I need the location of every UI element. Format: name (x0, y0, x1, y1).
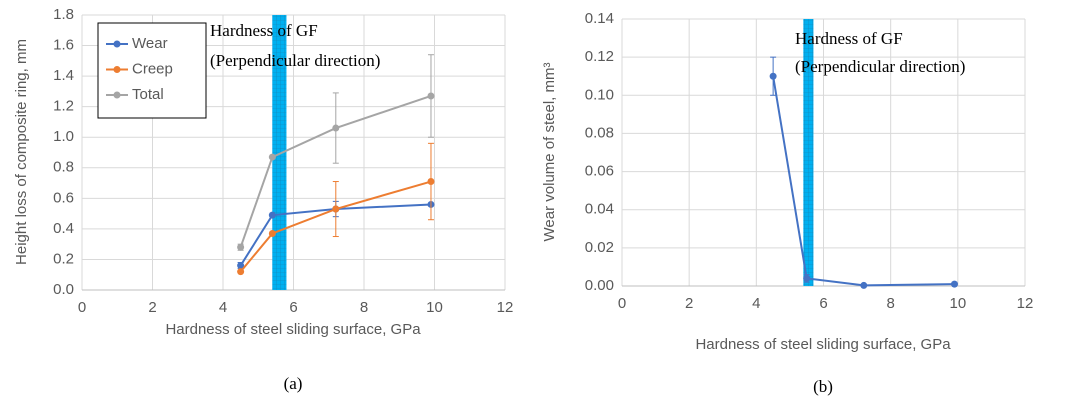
caption: (a) (284, 374, 303, 393)
x-tick-label: 4 (219, 299, 227, 316)
x-axis-label: Hardness of steel sliding surface, GPa (695, 336, 951, 353)
x-tick-label: 8 (360, 299, 368, 316)
point (268, 229, 276, 237)
legend-label: Creep (132, 60, 173, 77)
point (950, 280, 958, 288)
series-line (239, 180, 432, 273)
legend-label: Total (132, 86, 164, 103)
x-tick-label: 6 (289, 299, 297, 316)
y-tick-label: 0.2 (53, 250, 74, 267)
y-tick-label: 0.08 (585, 124, 614, 141)
y-axis-label: Height loss of composite ring, mm (13, 39, 30, 265)
y-tick-label: 0.14 (585, 10, 614, 27)
series-line (239, 95, 432, 248)
x-tick-label: 6 (819, 295, 827, 312)
series-line (772, 76, 955, 287)
y-tick-label: 0.02 (585, 239, 614, 256)
point (237, 268, 245, 276)
point (427, 178, 435, 186)
band-hatch (803, 19, 814, 286)
x-axis-label: Hardness of steel sliding surface, GPa (165, 321, 421, 338)
y-tick-label: 0.12 (585, 48, 614, 65)
y-tick-label: 1.2 (53, 98, 74, 115)
x-tick-label: 8 (886, 295, 894, 312)
y-tick-label: 1.0 (53, 128, 74, 145)
point (237, 262, 245, 270)
y-tick-label: 1.6 (53, 37, 74, 54)
legend-label: Wear (132, 35, 168, 52)
y-tick-label: 0.0 (53, 281, 74, 298)
caption: (b) (813, 377, 833, 396)
point (237, 243, 245, 251)
y-tick-label: 0.6 (53, 189, 74, 206)
x-tick-label: 2 (685, 295, 693, 312)
y-tick-label: 1.8 (53, 6, 74, 23)
legend-marker (113, 40, 121, 48)
point (332, 124, 340, 132)
y-tick-label: 0.00 (585, 277, 614, 294)
y-tick-label: 0.06 (585, 163, 614, 180)
x-tick-label: 12 (1017, 295, 1034, 312)
x-tick-label: 0 (618, 295, 626, 312)
point (860, 281, 868, 289)
point (268, 211, 276, 219)
x-tick-label: 12 (497, 299, 514, 316)
y-tick-label: 0.04 (585, 201, 614, 218)
y-tick-label: 0.4 (53, 220, 74, 237)
point (769, 72, 777, 80)
series-line (239, 203, 432, 267)
x-tick-label: 4 (752, 295, 760, 312)
y-tick-label: 1.4 (53, 67, 74, 84)
annotation: (Perpendicular direction) (210, 51, 380, 70)
band-hatch (272, 15, 287, 290)
annotation: (Perpendicular direction) (795, 57, 965, 76)
x-tick-label: 0 (78, 299, 86, 316)
point (427, 92, 435, 100)
point (332, 205, 340, 213)
point (268, 153, 276, 161)
x-tick-label: 2 (148, 299, 156, 316)
x-tick-label: 10 (426, 299, 443, 316)
y-axis-label: Wear volume of steel, mm³ (541, 63, 558, 242)
legend-marker (113, 66, 121, 73)
y-tick-label: 0.10 (585, 86, 614, 103)
y-tick-label: 0.8 (53, 159, 74, 176)
legend-marker (113, 91, 121, 99)
point (803, 274, 811, 282)
x-tick-label: 10 (949, 295, 966, 312)
annotation: Hardness of GF (210, 21, 318, 40)
annotation: Hardness of GF (795, 29, 903, 48)
